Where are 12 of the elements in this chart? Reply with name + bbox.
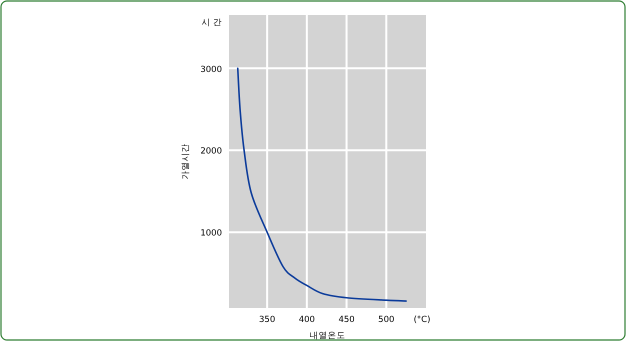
y-tick-label: 1000	[200, 228, 222, 239]
x-axis-title: 내열온도	[310, 331, 346, 341]
y-axis-title: 가열시간	[181, 144, 191, 180]
text: 시 간	[201, 18, 222, 28]
y-tick-label: 3000	[200, 64, 222, 75]
x-tick-label: 450	[338, 315, 355, 325]
x-tick-label: 500	[378, 315, 394, 325]
text: (°C)	[414, 315, 430, 325]
x-tick-label: 350	[259, 315, 276, 325]
y-tick-label: 2000	[200, 146, 222, 157]
x-tick-label: 400	[298, 315, 315, 325]
line-series	[236, 67, 407, 302]
